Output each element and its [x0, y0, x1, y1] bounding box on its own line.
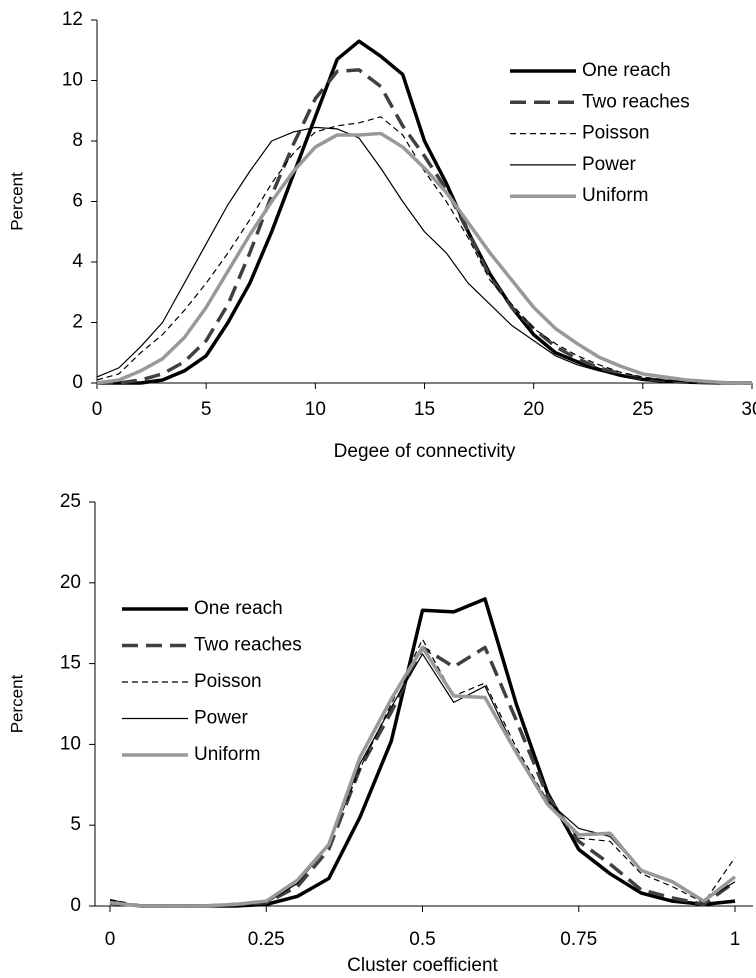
legend-label: Power	[194, 708, 249, 729]
y-tick-label: 2	[72, 312, 83, 333]
series-line	[96, 116, 752, 384]
x-tick-label: 0	[105, 929, 116, 950]
y-tick-label: 15	[60, 653, 81, 674]
y-tick-label: 20	[60, 572, 81, 593]
x-tick-label: 10	[305, 399, 326, 420]
legend-label: Poisson	[194, 671, 262, 692]
legend-label: Uniform	[194, 744, 261, 765]
legend-label: Power	[582, 154, 637, 175]
y-tick-label: 10	[60, 733, 81, 754]
y-tick-label: 8	[72, 130, 83, 151]
series-line	[109, 645, 737, 908]
x-tick-label: 0.25	[248, 929, 285, 950]
legend: One reach Two reaches Poisson Power Uniform	[510, 60, 690, 206]
legend-label: Poisson	[582, 123, 650, 144]
x-tick-label: 1	[730, 929, 741, 950]
x-tick-label: 25	[632, 399, 653, 420]
y-tick-label: 0	[72, 372, 83, 393]
x-tick-label: 0	[92, 399, 103, 420]
x-tick-label: 5	[201, 399, 212, 420]
y-axis-label: Percent	[7, 674, 26, 733]
legend-label: Two reaches	[582, 91, 690, 112]
x-tick-label: 30	[741, 399, 756, 420]
x-axis-label: Degee of connectivity	[334, 441, 516, 462]
y-tick-label: 5	[70, 814, 81, 835]
y-tick-label: 0	[70, 895, 81, 916]
x-tick-label: 0.75	[560, 929, 597, 950]
y-tick-label: 25	[60, 491, 81, 512]
legend: One reach Two reaches Poisson Power Uniform	[122, 598, 302, 765]
y-tick-label: 4	[72, 251, 83, 272]
x-tick-label: 0.5	[409, 929, 435, 950]
series-line	[97, 39, 752, 385]
x-axis-label: Cluster coefficient	[347, 955, 498, 976]
y-tick-label: 6	[72, 191, 83, 212]
series-line	[96, 126, 752, 384]
legend-label: One reach	[582, 60, 671, 81]
series-line	[97, 68, 752, 385]
legend-label: One reach	[194, 598, 283, 619]
x-tick-label: 20	[523, 399, 544, 420]
y-axis-label: Percent	[7, 172, 26, 231]
series-line	[96, 131, 752, 385]
y-tick-label: 12	[62, 9, 83, 30]
y-tick-label: 10	[62, 70, 83, 91]
x-tick-label: 15	[414, 399, 435, 420]
legend-label: Uniform	[582, 185, 649, 206]
legend-label: Two reaches	[194, 635, 302, 656]
